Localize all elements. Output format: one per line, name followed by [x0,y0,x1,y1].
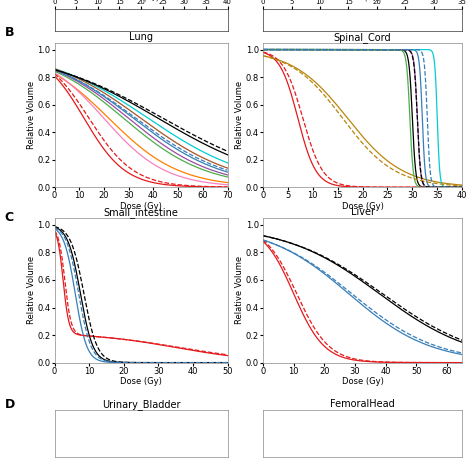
Title: FemoralHead: FemoralHead [330,399,395,409]
Text: D: D [5,398,15,411]
Title: Liver: Liver [351,207,374,217]
X-axis label: Dose (Gy): Dose (Gy) [345,0,380,1]
Y-axis label: Relative Volume: Relative Volume [235,81,244,149]
Y-axis label: Relative Volume: Relative Volume [27,256,36,324]
Y-axis label: Relative Volume: Relative Volume [235,256,244,324]
X-axis label: Dose (Gy): Dose (Gy) [120,377,162,386]
X-axis label: Dose (Gy): Dose (Gy) [342,202,383,211]
Title: Lung: Lung [129,32,153,42]
Y-axis label: Relative Volume: Relative Volume [27,81,36,149]
Title: Small_intestine: Small_intestine [104,207,178,218]
Title: Urinary_Bladder: Urinary_Bladder [102,399,180,410]
Text: B: B [5,26,14,39]
Text: C: C [5,211,14,224]
X-axis label: Dose (Gy): Dose (Gy) [120,202,162,211]
Title: Spinal_Cord: Spinal_Cord [334,32,392,43]
X-axis label: Dose (Gy): Dose (Gy) [124,0,158,1]
X-axis label: Dose (Gy): Dose (Gy) [342,377,383,386]
